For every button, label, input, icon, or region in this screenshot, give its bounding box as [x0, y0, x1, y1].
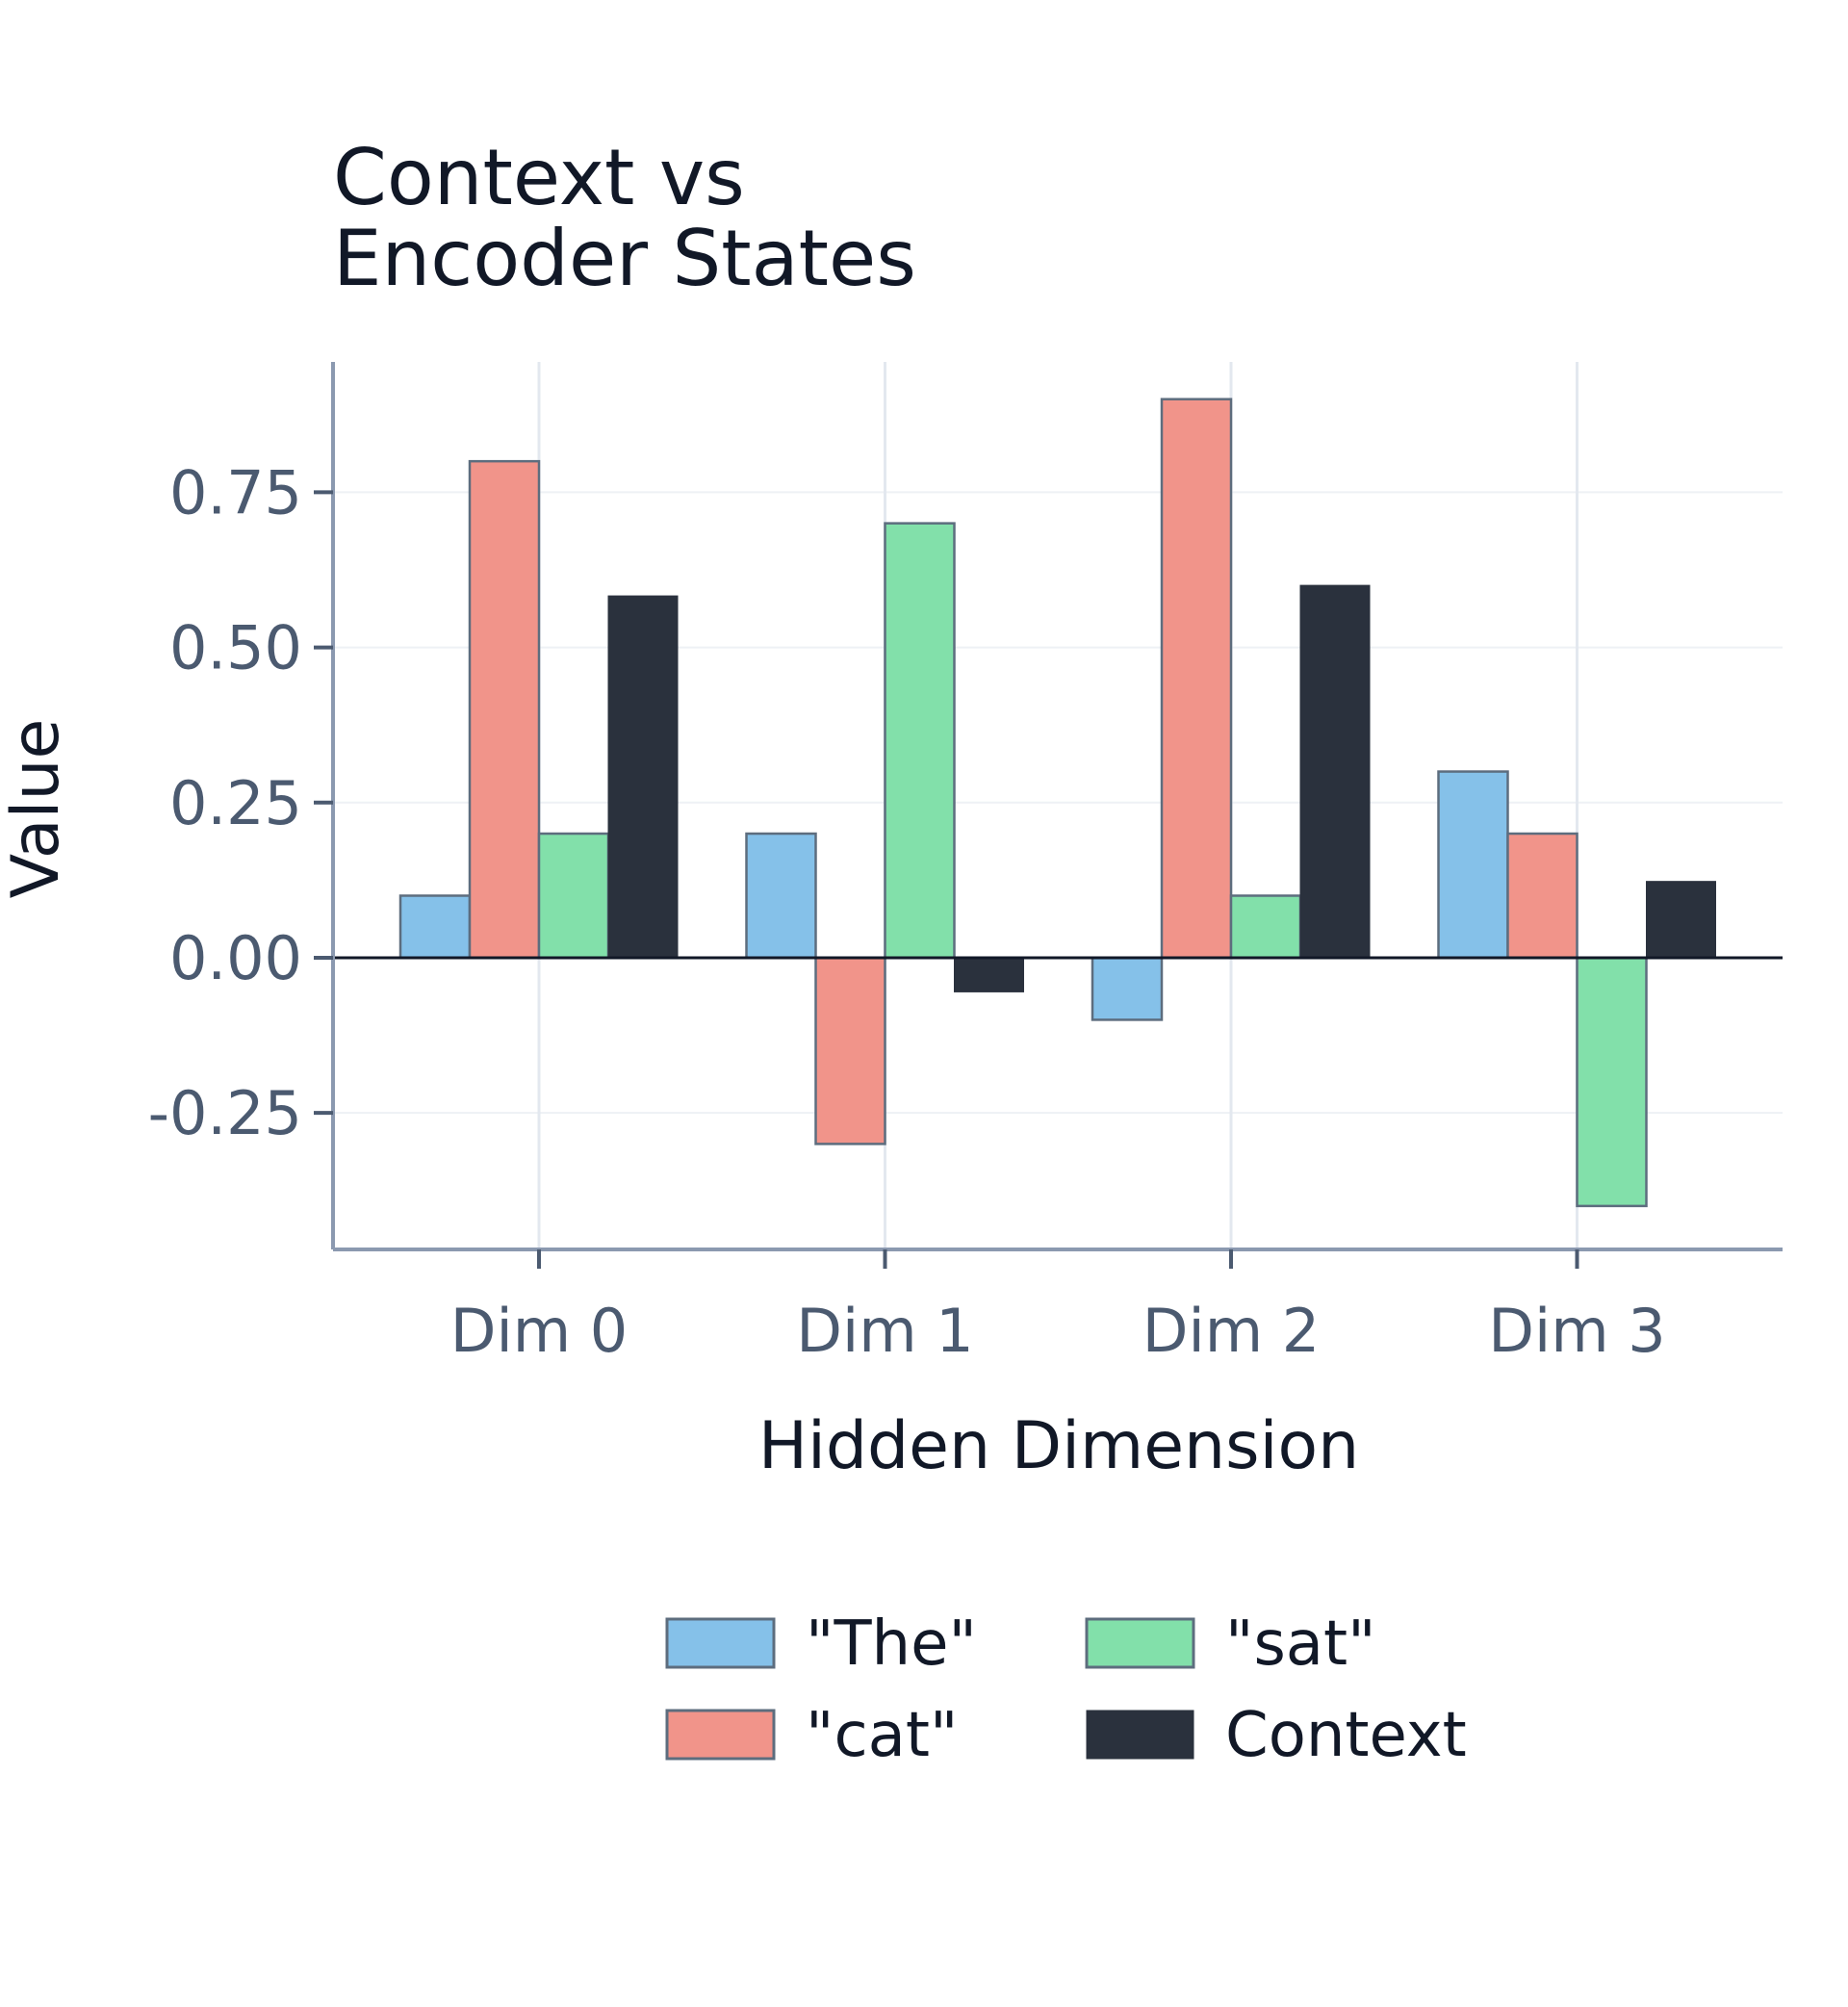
legend-label: "The" — [806, 1608, 977, 1680]
gridlines — [333, 362, 1783, 1249]
bars — [398, 398, 1716, 1208]
legend-swatch — [1086, 1710, 1194, 1760]
bar — [1091, 956, 1164, 1021]
bar — [1437, 770, 1509, 960]
bar — [1160, 398, 1233, 960]
y-tick-label: 0.50 — [169, 613, 302, 683]
y-tick-label: 0.00 — [169, 923, 302, 993]
tick-labels: -0.25 0.00 0.25 0.50 0.75 Dim 0 Dim 1 Dim 2 Dim … — [148, 457, 1666, 1366]
y-tick-label: 0.75 — [169, 457, 302, 527]
x-tick-label: Dim 1 — [796, 1296, 974, 1366]
legend-swatch — [665, 1709, 776, 1761]
x-tick-label: Dim 0 — [450, 1296, 629, 1366]
chart-title-line-1: Context vs — [333, 133, 745, 222]
bar — [1299, 584, 1371, 959]
legend-label: "sat" — [1225, 1608, 1376, 1680]
legend-swatch — [1085, 1617, 1195, 1669]
legend-label: Context — [1225, 1700, 1467, 1771]
y-tick-label: 0.25 — [169, 768, 302, 838]
bar — [537, 832, 610, 960]
y-tick-label: -0.25 — [148, 1078, 302, 1148]
bar — [1506, 832, 1578, 960]
bar — [607, 595, 679, 959]
bar — [814, 956, 886, 1145]
bar — [745, 832, 817, 960]
bar — [1229, 894, 1302, 960]
x-axis-label: Hidden Dimension — [758, 1408, 1359, 1484]
chart-title-line-2: Encoder States — [333, 214, 916, 303]
axes — [314, 362, 1783, 1269]
bar — [1646, 881, 1716, 959]
legend-swatch — [665, 1617, 776, 1669]
bar — [1576, 956, 1648, 1208]
y-axis-label: Value — [0, 719, 74, 899]
legend-label: "cat" — [806, 1700, 958, 1771]
x-tick-label: Dim 2 — [1142, 1296, 1321, 1366]
legend: "The" "cat" "sat" Context — [665, 1608, 1467, 1771]
bar — [398, 894, 472, 960]
bar — [954, 957, 1024, 992]
bar — [468, 459, 541, 960]
x-tick-label: Dim 3 — [1488, 1296, 1666, 1366]
bar — [884, 522, 956, 960]
